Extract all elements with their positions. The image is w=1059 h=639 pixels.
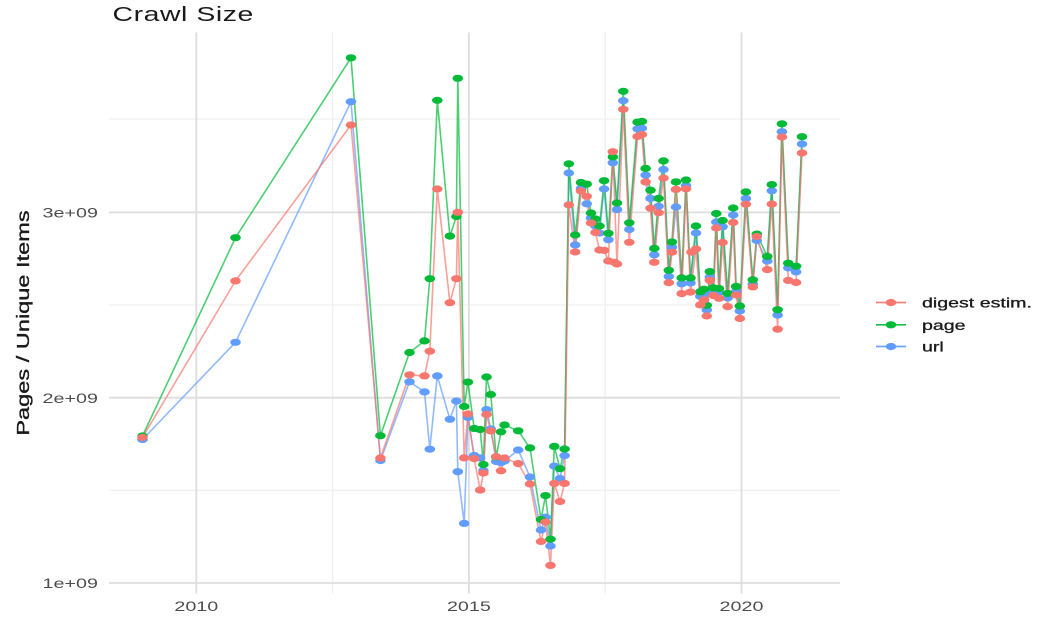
svg-text:1e+09: 1e+09: [43, 576, 98, 592]
svg-text:Pages / Unique Items: Pages / Unique Items: [14, 210, 34, 435]
svg-text:3e+09: 3e+09: [43, 205, 98, 221]
svg-text:digest estim.: digest estim.: [922, 295, 1032, 311]
svg-text:2015: 2015: [447, 599, 491, 615]
svg-text:page: page: [922, 317, 966, 333]
svg-text:url: url: [922, 339, 944, 355]
svg-text:Crawl Size: Crawl Size: [113, 4, 254, 26]
svg-text:2010: 2010: [174, 599, 218, 615]
svg-text:2e+09: 2e+09: [43, 391, 98, 407]
svg-text:2020: 2020: [720, 599, 764, 615]
